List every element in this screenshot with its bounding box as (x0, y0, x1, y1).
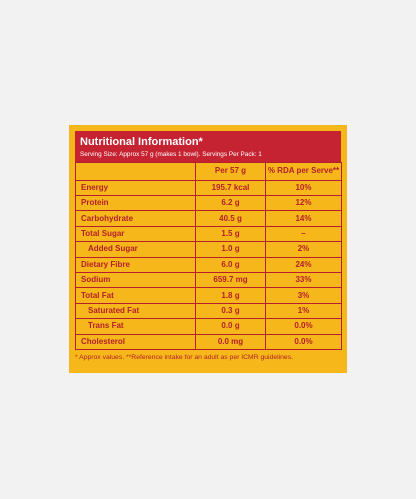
nutrient-rda: 1% (265, 302, 342, 320)
nutrition-header: Nutritional Information* Serving Size: A… (75, 131, 341, 162)
table-row: Saturated Fat 0.3 g 1% (75, 302, 342, 320)
table-row: Total Fat 1.8 g 3% (75, 287, 342, 304)
table-row: Dietary Fibre 6.0 g 24% (75, 256, 342, 273)
nutrient-name: Saturated Fat (75, 302, 196, 320)
nutrient-name: Total Fat (75, 287, 196, 304)
nutrient-rda: 24% (265, 256, 342, 273)
nutrient-rda: – (265, 225, 342, 243)
nutrient-value: 40.5 g (195, 210, 266, 227)
nutrient-value: 1.0 g (195, 241, 266, 258)
nutrient-rda: 0.0% (265, 318, 342, 335)
column-header-nutrient (75, 162, 196, 181)
nutrient-rda: 12% (265, 194, 342, 212)
table-row: Cholesterol 0.0 mg 0.0% (75, 333, 342, 350)
nutrient-value: 0.0 mg (195, 333, 266, 350)
column-header-rda: % RDA per Serve** (265, 162, 342, 181)
nutrient-name: Dietary Fibre (75, 256, 196, 273)
table-row: Added Sugar 1.0 g 2% (75, 241, 342, 258)
nutrient-rda: 0.0% (265, 333, 342, 350)
nutrient-name: Trans Fat (75, 318, 196, 335)
nutrient-value: 6.0 g (195, 256, 266, 273)
table-row: Trans Fat 0.0 g 0.0% (75, 318, 342, 335)
nutrient-rda: 10% (265, 179, 342, 196)
nutrient-name: Energy (75, 179, 196, 196)
nutrient-rda: 3% (265, 287, 342, 304)
nutrient-name: Carbohydrate (75, 210, 196, 227)
nutrition-label-panel: Nutritional Information* Serving Size: A… (69, 125, 347, 373)
nutrient-value: 1.8 g (195, 287, 266, 304)
nutrient-value: 1.5 g (195, 225, 266, 243)
nutrient-name: Added Sugar (75, 241, 196, 258)
nutrient-value: 6.2 g (195, 194, 266, 212)
nutrient-name: Total Sugar (75, 225, 196, 243)
table-row: Carbohydrate 40.5 g 14% (75, 210, 342, 227)
nutrient-value: 0.0 g (195, 318, 266, 335)
footnote: * Approx values. **Reference intake for … (75, 354, 293, 361)
table-header-row: Per 57 g % RDA per Serve** (75, 162, 342, 181)
nutrient-name: Cholesterol (75, 333, 196, 350)
nutrient-value: 659.7 mg (195, 271, 266, 289)
table-row: Protein 6.2 g 12% (75, 194, 342, 212)
nutrient-rda: 14% (265, 210, 342, 227)
table-row: Sodium 659.7 mg 33% (75, 271, 342, 289)
table-row: Energy 195.7 kcal 10% (75, 179, 342, 196)
nutrient-name: Protein (75, 194, 196, 212)
nutrient-name: Sodium (75, 271, 196, 289)
serving-info: Serving Size: Approx 57 g (makes 1 bowl)… (80, 151, 262, 158)
nutrient-value: 0.3 g (195, 302, 266, 320)
nutrition-table: Per 57 g % RDA per Serve** Energy 195.7 … (75, 162, 342, 350)
nutrient-value: 195.7 kcal (195, 179, 266, 196)
table-row: Total Sugar 1.5 g – (75, 225, 342, 243)
column-header-per-serving: Per 57 g (195, 162, 266, 181)
nutrition-title: Nutritional Information* (80, 136, 203, 148)
nutrient-rda: 2% (265, 241, 342, 258)
nutrient-rda: 33% (265, 271, 342, 289)
